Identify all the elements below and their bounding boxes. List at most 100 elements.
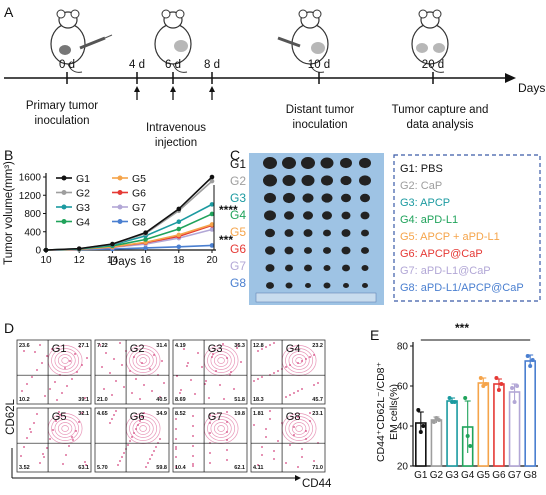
legend-label-g2: G2 — [76, 188, 90, 200]
panel-d: D G1 23.6 27.1 10.2 39.1 G2 7.22 31.4 21.0 40.5 G3… — [4, 320, 332, 490]
legend-marker-g2 — [61, 190, 67, 195]
event-dot — [23, 446, 25, 448]
tumor-specimen — [360, 193, 370, 203]
event-dot — [175, 428, 177, 430]
data-point-g1 — [209, 174, 215, 180]
mouse-analysis-illustration — [411, 9, 449, 73]
quadrant-value-bottom-right: 39.1 — [78, 397, 89, 403]
event-dot — [21, 390, 23, 392]
mouse-injection-illustration — [154, 9, 192, 73]
event-distant-tumor-line1: Distant tumor — [286, 104, 355, 116]
quadrant-value-bottom-left: 18.3 — [253, 397, 264, 403]
event-dot — [61, 392, 63, 394]
event-dot — [145, 466, 147, 468]
tumor-specimen — [323, 247, 331, 254]
x-tick-label-g4: G4 — [461, 470, 475, 481]
event-dot — [219, 384, 221, 386]
event-dot — [139, 398, 141, 400]
event-dot — [33, 422, 35, 424]
event-dot — [119, 460, 121, 462]
event-dot — [113, 414, 115, 416]
contour-ring — [291, 354, 307, 367]
line-chart-y-axis-title: Tumor volume(mm³) — [3, 161, 15, 265]
event-primary-tumor-line2: inoculation — [35, 115, 90, 127]
bar-g6 — [493, 383, 505, 467]
event-dot — [226, 459, 228, 461]
data-point-g8 — [176, 244, 182, 250]
legend-marker-g6 — [117, 190, 123, 195]
event-dot — [209, 452, 211, 454]
event-dot — [135, 378, 137, 380]
contour-ring — [288, 351, 310, 370]
contour-ring — [288, 419, 310, 438]
event-dot — [26, 437, 28, 439]
flow-plot-g8: G8 1.81 23.1 4.11 71.0 — [250, 407, 326, 473]
tumor-specimen — [264, 192, 276, 204]
event-dot — [29, 428, 31, 430]
contour-ring — [57, 354, 73, 367]
event-dot — [43, 456, 45, 458]
legend-item-g1: G1: PBS — [400, 163, 443, 175]
tumor-specimen — [323, 282, 331, 289]
replicate-point-g7 — [515, 384, 520, 388]
event-primary-tumor-line1: Primary tumor — [26, 100, 98, 112]
event-dot — [297, 416, 299, 418]
event-dot — [115, 380, 117, 382]
event-dot — [52, 429, 54, 431]
event-dot — [222, 343, 224, 345]
event-dot — [64, 367, 66, 369]
data-point-g3 — [176, 219, 182, 225]
event-dot — [226, 411, 228, 413]
timeline-tick-label: 20 d — [422, 59, 444, 71]
panel-c: C G1 G2 G3 G4 G5 G6 G7 G8 G1: PBS G2: CaP G3: APC… — [230, 147, 541, 305]
timeline-tick-label: 10 d — [308, 59, 330, 71]
event-dot — [86, 357, 88, 359]
quadrant-value-bottom-right: 62.1 — [234, 465, 245, 471]
data-point-g8 — [143, 245, 148, 251]
quadrant-value-top-right: 27.1 — [78, 343, 89, 349]
event-dot — [155, 446, 157, 448]
event-dot — [129, 440, 131, 442]
event-dot — [197, 352, 199, 354]
flow-group-label: G7 — [208, 411, 223, 423]
event-dot — [269, 410, 271, 412]
quadrant-value-top-right: 35.3 — [234, 343, 245, 349]
data-point-g4 — [209, 211, 215, 217]
event-dot — [257, 378, 259, 380]
replicate-point-g6 — [499, 382, 504, 386]
event-dot — [297, 466, 299, 468]
panel-c-label: C — [230, 147, 240, 163]
tumor-specimen — [341, 211, 351, 220]
y-tick-label: 400 — [24, 227, 41, 238]
tumor-specimen — [323, 265, 331, 271]
event-dot — [58, 411, 60, 413]
tumor-specimen — [282, 157, 296, 169]
event-dot — [109, 372, 111, 374]
event-dot — [215, 370, 217, 372]
event-dot — [297, 390, 299, 392]
x-tick-label: 12 — [74, 255, 86, 266]
event-dot — [161, 360, 163, 362]
panel-a-label: A — [4, 4, 14, 20]
y-tick-label: 0 — [35, 246, 41, 257]
data-point-g5 — [176, 232, 182, 238]
event-dot — [131, 436, 133, 438]
y-tick-label: 800 — [24, 209, 41, 220]
quadrant-value-top-left: 23.6 — [19, 343, 30, 349]
event-dot — [149, 458, 151, 460]
legend-marker-g5 — [117, 175, 123, 181]
event-dot — [133, 356, 135, 358]
contour-ring — [210, 351, 232, 370]
event-dot — [81, 364, 83, 366]
event-dot — [31, 376, 33, 378]
tumor-specimen — [322, 211, 332, 220]
event-dot — [194, 393, 196, 395]
event-dot — [204, 383, 206, 385]
photo-row-label-g7: G7 — [230, 259, 246, 273]
injection-arrowhead — [209, 86, 215, 92]
event-dot — [76, 371, 78, 373]
event-dot — [141, 362, 143, 364]
event-dot — [139, 420, 141, 422]
event-dot — [44, 395, 46, 397]
event-dot — [51, 348, 53, 350]
